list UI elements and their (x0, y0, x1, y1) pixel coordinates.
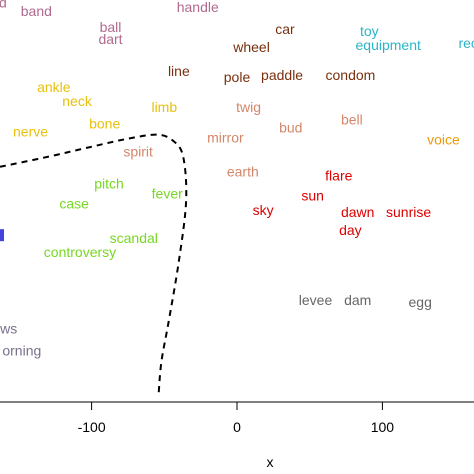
word-point-spirit: spirit (123, 143, 153, 159)
word-point-d: d (0, 0, 7, 11)
word-point-condom: condom (326, 67, 376, 83)
edge-marker (0, 229, 4, 242)
word-point-sky: sky (253, 202, 274, 218)
word-point-egg: egg (409, 294, 432, 310)
word-point-voice: voice (427, 131, 460, 147)
decision-boundary (0, 133, 188, 397)
x-tick-label: -100 (78, 419, 106, 435)
x-tick-label: 0 (233, 419, 241, 435)
x-axis-ticks: -100 0 100 (78, 402, 395, 435)
word-point-bell: bell (341, 111, 363, 127)
word-point-case: case (59, 196, 89, 212)
word-point-orning: orning (2, 342, 41, 358)
x-tick-label: 100 (371, 419, 395, 435)
word-point-flare: flare (325, 168, 352, 184)
word-point-scandal: scandal (110, 230, 158, 246)
word-point-levee: levee (299, 292, 333, 308)
word-point-limb: limb (151, 99, 177, 115)
word-point-nerve: nerve (13, 123, 48, 139)
word-point-ball: ball (100, 19, 122, 35)
word-point-wheel: wheel (232, 39, 270, 55)
word-point-sun: sun (301, 188, 324, 204)
word-point-equipment: equipment (356, 37, 421, 53)
word-point-rec: rec (458, 35, 474, 51)
word-point-dam: dam (344, 292, 371, 308)
word-point-ws: ws (0, 320, 17, 336)
word-point-fever: fever (152, 186, 183, 202)
word-point-dawn: dawn (341, 204, 374, 220)
word-point-day: day (339, 222, 362, 238)
word-point-car: car (275, 21, 295, 37)
x-axis-title: x (267, 454, 274, 470)
word-point-mirror: mirror (207, 129, 244, 145)
word-point-sunrise: sunrise (386, 204, 431, 220)
word-point-neck: neck (62, 93, 93, 109)
word-point-band: band (21, 3, 52, 19)
word-point-handle: handle (177, 0, 219, 15)
word-point-earth: earth (227, 164, 259, 180)
word-point-bone: bone (89, 115, 120, 131)
word-point-dart: dart (98, 31, 122, 47)
word-point-pitch: pitch (94, 176, 124, 192)
word-point-line: line (168, 63, 190, 79)
word-point-toy: toy (360, 23, 379, 39)
word-point-paddle: paddle (261, 67, 303, 83)
word-point-ankle: ankle (37, 79, 71, 95)
word-point-twig: twig (236, 99, 261, 115)
word-point-controversy: controversy (44, 244, 116, 260)
word-point-bud: bud (279, 119, 302, 135)
word-point-pole: pole (224, 69, 251, 85)
